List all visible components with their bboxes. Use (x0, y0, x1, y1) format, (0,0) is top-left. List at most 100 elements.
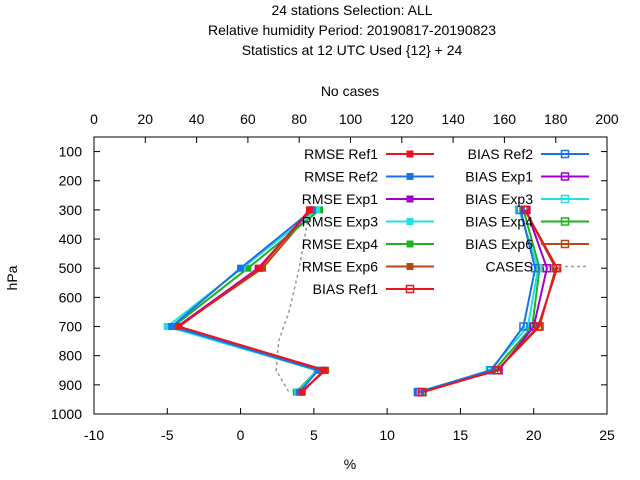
y-tick-label: 200 (59, 173, 83, 189)
axes: -10 -5 0 5 10 15 20 25 0 20 40 60 80 100 120 140 160 180 2… (51, 111, 619, 443)
data-point (168, 323, 176, 331)
x2-tick-label: 100 (339, 111, 363, 127)
data-point (530, 263, 540, 273)
x2-axis-label: No cases (321, 83, 379, 99)
x2-tick-label: 140 (441, 111, 465, 127)
x-tick-label: -10 (84, 427, 104, 443)
data-point (542, 263, 552, 273)
series-line-bias-ref2 (417, 209, 537, 394)
legend-label-bias-exp4: BIAS Exp4 (465, 214, 533, 230)
x-tick-label: 0 (237, 427, 245, 443)
data-point (320, 366, 328, 374)
data-point (552, 263, 562, 273)
x-axis-label: % (344, 456, 356, 472)
data-point (313, 206, 321, 214)
data-point (163, 323, 171, 331)
series-bias-exp4 (418, 205, 544, 397)
y-tick-label: 800 (59, 348, 83, 364)
data-point (244, 264, 252, 272)
y-tick-label: 100 (59, 144, 83, 160)
x2-tick-label: 200 (595, 111, 619, 127)
series-rmse-exp4 (169, 206, 324, 396)
data-point (305, 206, 313, 214)
data-point (520, 205, 530, 215)
data-point (492, 366, 502, 375)
legend-label-rmse-exp1: RMSE Exp1 (302, 191, 378, 207)
series-line-bias-ref1 (422, 209, 559, 394)
y-tick-label: 400 (59, 231, 83, 247)
chart-title-line-1: 24 stations Selection: ALL (271, 2, 432, 18)
x-tick-label: 10 (379, 427, 395, 443)
legend-label-bias-ref2: BIAS Ref2 (468, 146, 534, 162)
legend-marker-rmse-exp4 (406, 240, 414, 248)
series-rmse-ref1 (175, 206, 328, 396)
legend-marker-rmse-ref1 (406, 150, 414, 158)
x2-tick-label: 120 (390, 111, 414, 127)
x2-tick-label: 0 (90, 111, 98, 127)
legend: RMSE Ref1 RMSE Ref2 RMSE Exp1 RMSE Exp3 RMSE… (302, 146, 589, 297)
x-tick-label: 20 (526, 427, 542, 443)
legend-label-rmse-ref1: RMSE Ref1 (304, 146, 378, 162)
legend-marker-bias-ref1 (405, 284, 415, 294)
y-tick-label: 600 (59, 289, 83, 305)
data-point (237, 264, 245, 272)
legend-marker-bias-exp6 (560, 239, 570, 249)
legend-label-bias-exp6: BIAS Exp6 (465, 236, 533, 252)
legend-marker-rmse-ref2 (406, 173, 414, 180)
chart-title-line-2: Relative humidity Period: 20190817-20190… (208, 22, 496, 38)
series-group (163, 205, 562, 397)
data-point (418, 387, 427, 397)
y-tick-label: 700 (59, 319, 83, 335)
legend-label-rmse-exp4: RMSE Exp4 (302, 236, 378, 252)
x2-tick-label: 160 (493, 111, 517, 127)
data-point (175, 323, 183, 331)
legend-label-rmse-exp6: RMSE Exp6 (302, 259, 378, 275)
data-point (413, 387, 423, 397)
x2-tick-label: 80 (291, 111, 307, 127)
y-tick-label: 900 (59, 377, 83, 393)
x-tick-label: 15 (453, 427, 469, 443)
series-rmse-ref2 (168, 206, 322, 396)
legend-label-rmse-ref2: RMSE Ref2 (304, 169, 378, 185)
series-line-rmse-exp3 (165, 209, 319, 393)
cases-line (275, 209, 311, 393)
x-tick-label: 25 (599, 427, 615, 443)
legend-label-bias-exp1: BIAS Exp1 (465, 169, 533, 185)
legend-marker-rmse-exp1 (406, 195, 414, 203)
legend-label-bias-exp3: BIAS Exp3 (465, 191, 533, 207)
data-point (256, 264, 264, 272)
series-rmse-exp3 (163, 206, 321, 396)
x-tick-label: -5 (161, 427, 174, 443)
data-point (314, 366, 322, 374)
y-tick-label: 1000 (51, 406, 82, 422)
cases-series (275, 209, 311, 393)
series-bias-ref2 (413, 205, 540, 397)
x2-tick-label: 20 (138, 111, 154, 127)
y-axis-label: hPa (4, 265, 20, 290)
legend-marker-rmse-exp3 (406, 218, 414, 225)
x2-tick-label: 180 (544, 111, 568, 127)
legend-label-rmse-exp3: RMSE Exp3 (302, 214, 378, 230)
series-bias-ref1 (418, 205, 562, 397)
plot-frame (93, 136, 608, 415)
data-point (519, 322, 528, 331)
x2-tick-label: 40 (189, 111, 205, 127)
data-point (533, 322, 543, 331)
legend-marker-bias-ref2 (560, 149, 570, 159)
y-tick-label: 500 (59, 260, 83, 276)
legend-marker-bias-exp4 (560, 217, 570, 226)
chart-titles: 24 stations Selection: ALL Relative humi… (208, 2, 496, 58)
legend-marker-rmse-exp6 (406, 263, 414, 270)
chart-title-line-3: Statistics at 12 UTC Used {12} + 24 (242, 42, 463, 58)
y-tick-label: 300 (59, 202, 83, 218)
x-tick-label: 5 (310, 427, 318, 443)
data-point (516, 205, 525, 215)
data-point (298, 388, 306, 396)
legend-marker-bias-exp1 (560, 172, 570, 181)
legend-label-bias-ref1: BIAS Ref1 (313, 281, 379, 297)
legend-label-cases: CASES (486, 259, 533, 275)
series-bias-exp3 (416, 205, 543, 397)
x2-tick-label: 60 (240, 111, 256, 127)
legend-marker-bias-exp3 (560, 194, 570, 204)
